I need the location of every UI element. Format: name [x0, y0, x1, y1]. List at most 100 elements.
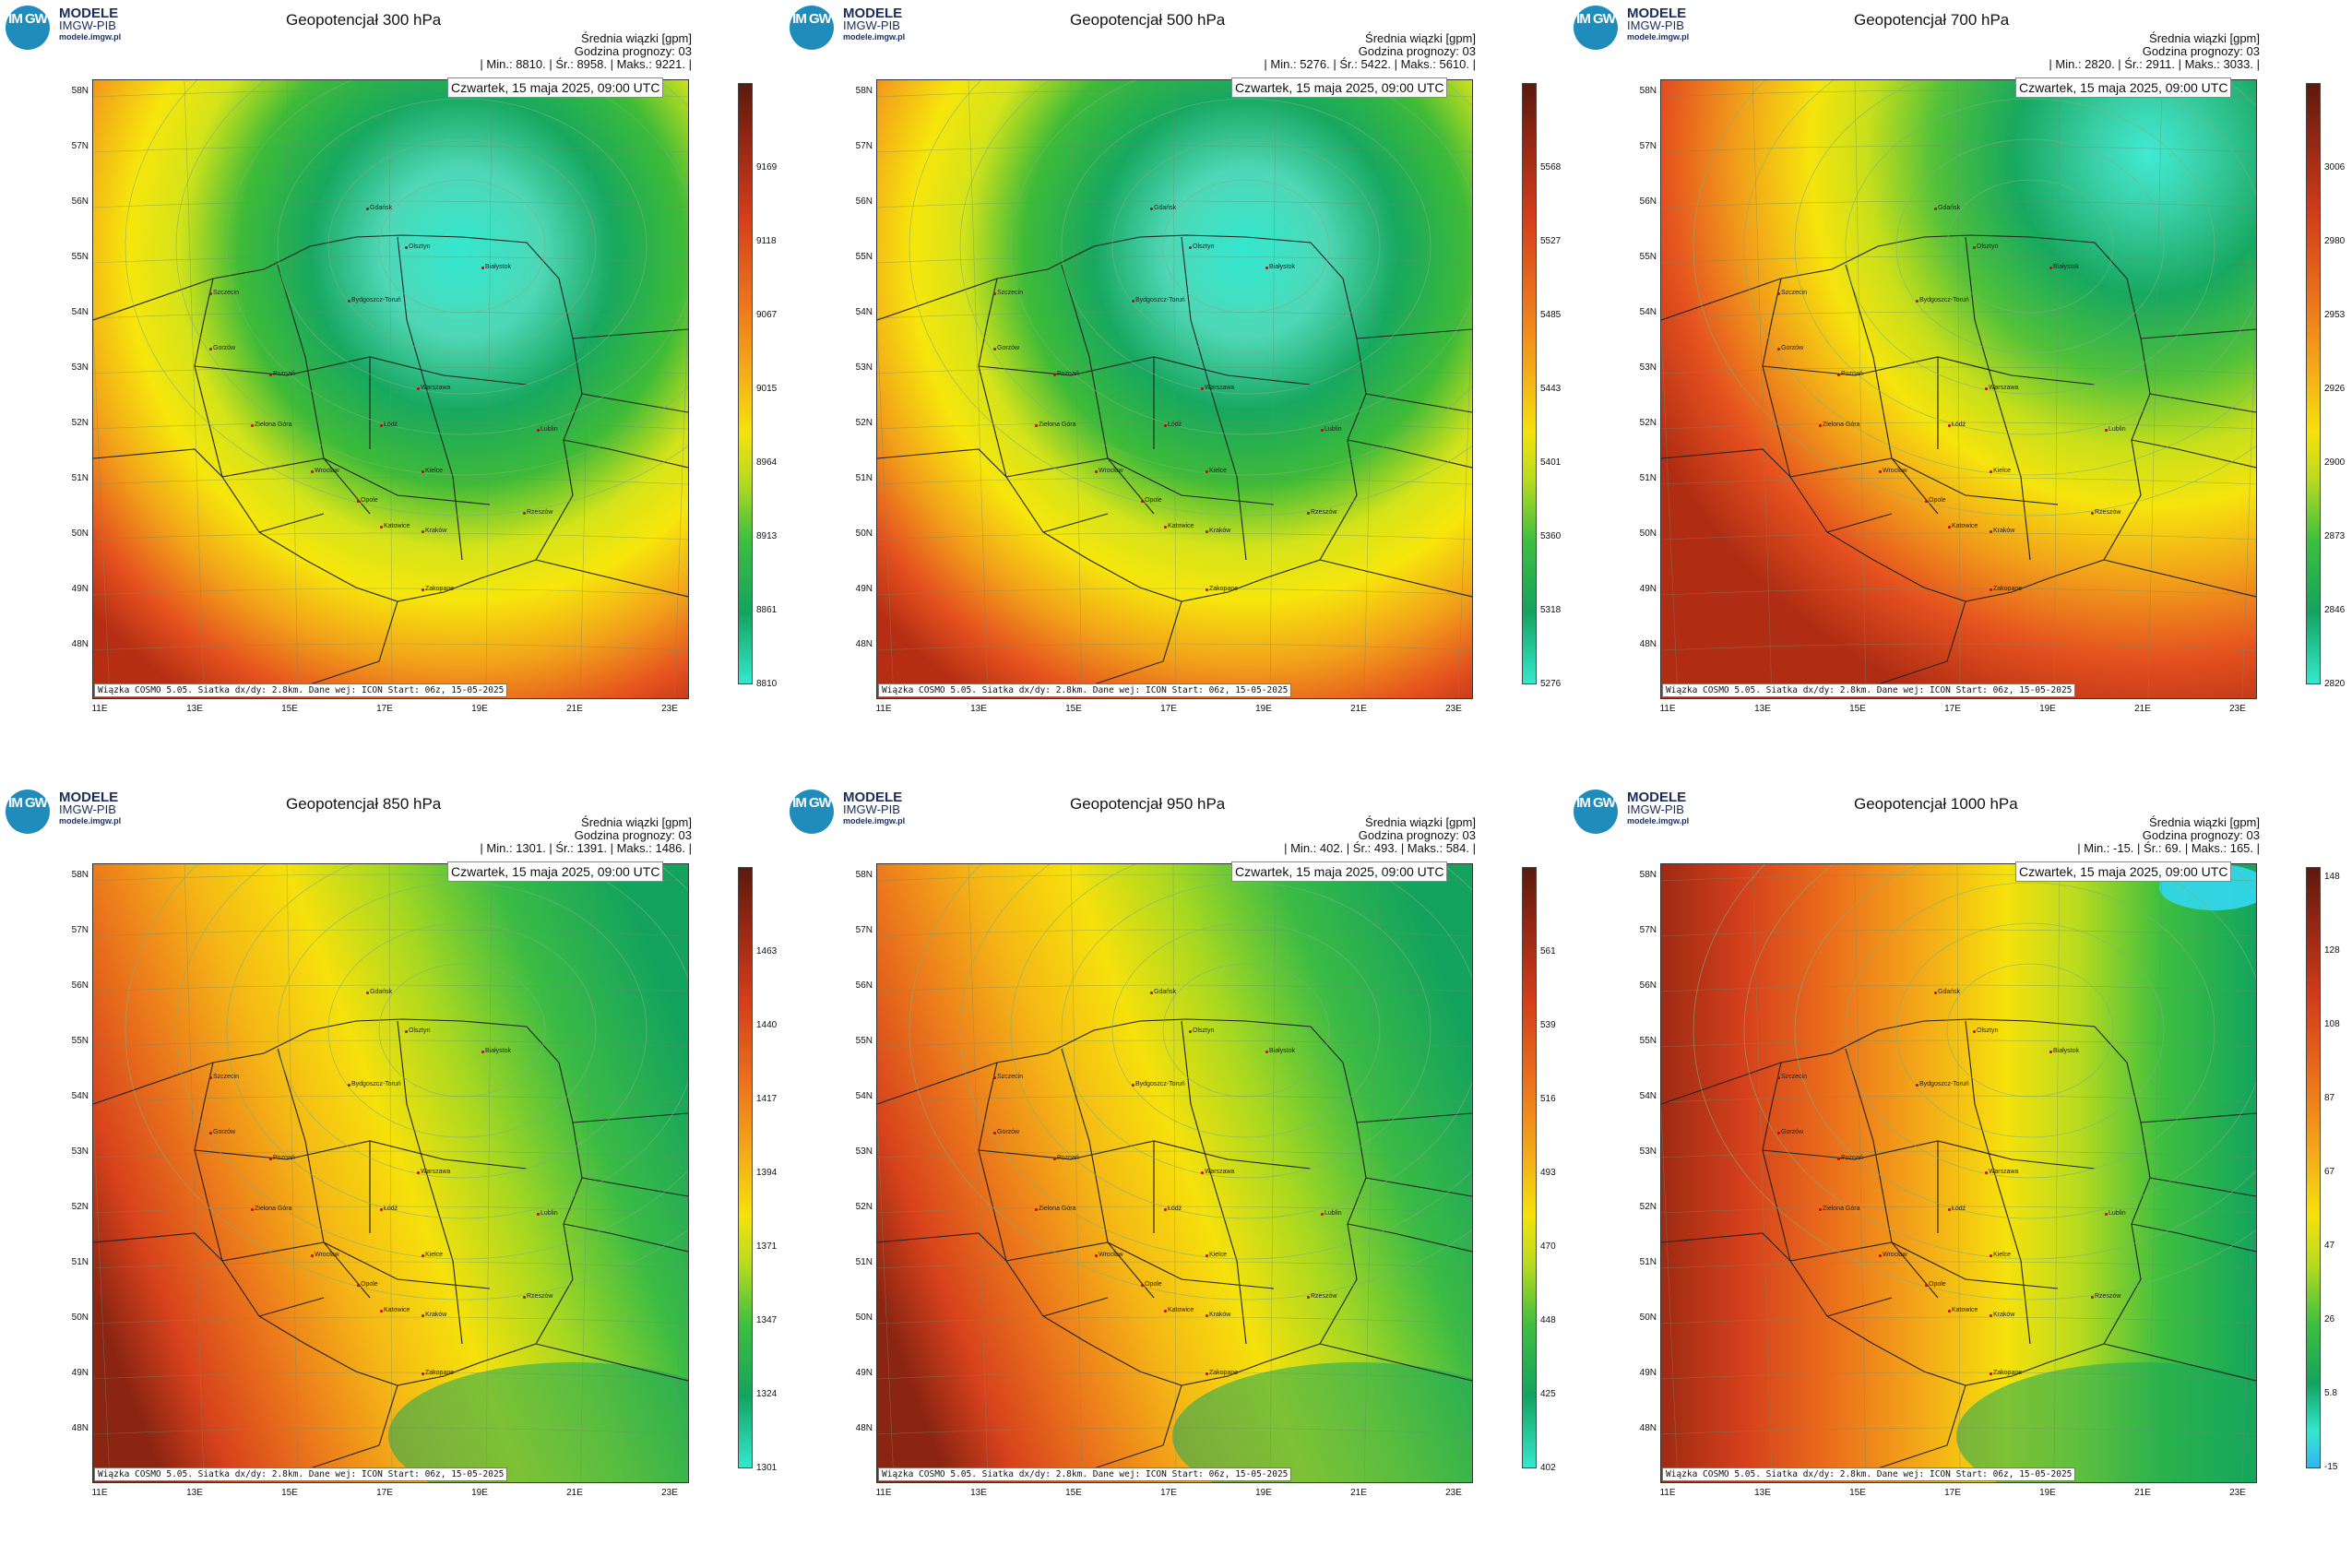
city-label: Zielona Góra — [1034, 1206, 1076, 1212]
lat-label: 58N — [71, 86, 89, 96]
logo-url[interactable]: modele.imgw.pl — [1627, 816, 1690, 826]
city-label: Lublin — [2105, 1210, 2126, 1217]
colorbar — [1522, 867, 1537, 1468]
lat-label: 50N — [855, 1313, 873, 1323]
city-label: Szczecin — [208, 1074, 240, 1080]
imgw-logo[interactable]: IM GW MODELE IMGW-PIB modele.imgw.pl — [1574, 6, 1703, 50]
lat-label: 48N — [855, 639, 873, 649]
city-label: Wrocław — [311, 1252, 339, 1258]
lat-label: 53N — [1639, 1146, 1657, 1157]
avg-label: Średnia wiązki [gpm] — [1365, 31, 1476, 45]
lon-label: 19E — [2039, 704, 2056, 714]
city-label: Opole — [357, 1281, 378, 1288]
city-label: Łódź — [1163, 1206, 1182, 1212]
logo-url[interactable]: modele.imgw.pl — [843, 32, 906, 42]
imgw-logo[interactable]: IM GW MODELE IMGW-PIB modele.imgw.pl — [790, 6, 919, 50]
colorbar-tick: 1301 — [756, 1463, 778, 1473]
colorbar — [738, 83, 753, 684]
city-label: Katowice — [1163, 523, 1194, 529]
imgw-logo[interactable]: IM GW MODELE IMGW-PIB modele.imgw.pl — [1574, 790, 1703, 834]
imgw-logo-icon: IM GW — [790, 790, 834, 834]
colorbar-tick: 1394 — [756, 1168, 778, 1178]
colorbar-tick: 8861 — [756, 605, 778, 615]
city-label: Kraków — [421, 1312, 447, 1318]
city-label: Lublin — [2105, 426, 2126, 433]
lon-label: 19E — [471, 1488, 488, 1498]
colorbar-tick: 1463 — [756, 946, 778, 956]
model-credit: Wiązka COSMO 5.05. Siatka dx/dy: 2.8km. … — [878, 683, 1292, 697]
city-label: Gdańsk — [1149, 205, 1177, 211]
city-label: Bydgoszcz-Toruń — [1132, 297, 1185, 303]
colorbar-tick: 5360 — [1540, 531, 1562, 541]
forecast-hour: Godzina prognozy: 03 — [2142, 828, 2260, 842]
city-label: Wrocław — [1095, 1252, 1123, 1258]
imgw-logo[interactable]: IM GW MODELE IMGW-PIB modele.imgw.pl — [6, 790, 135, 834]
geopotential-field — [1661, 80, 2256, 698]
colorbar-tick: 561 — [1540, 946, 1556, 956]
colorbar-tick: 3006 — [2324, 162, 2346, 172]
lat-label: 50N — [1639, 529, 1657, 539]
logo-text: MODELE IMGW-PIB modele.imgw.pl — [843, 790, 906, 827]
lat-label: 48N — [855, 1423, 873, 1433]
colorbar-tick: 8913 — [756, 531, 778, 541]
lon-label: 23E — [661, 1488, 678, 1498]
colorbar-tick: 1371 — [756, 1241, 778, 1252]
logo-line1: MODELE — [59, 790, 119, 805]
lat-label: 56N — [855, 980, 873, 991]
city-label: Bydgoszcz-Toruń — [1916, 1081, 1969, 1087]
lat-label: 48N — [1639, 639, 1657, 649]
lat-label: 56N — [1639, 196, 1657, 207]
logo-line2: IMGW-PIB — [1627, 802, 1684, 816]
lon-label: 23E — [661, 704, 678, 714]
valid-date: Czwartek, 15 maja 2025, 09:00 UTC — [447, 861, 664, 882]
forecast-hour: Godzina prognozy: 03 — [2142, 44, 2260, 58]
forecast-hour: Godzina prognozy: 03 — [574, 828, 692, 842]
logo-url[interactable]: modele.imgw.pl — [59, 32, 122, 42]
lon-label: 15E — [1065, 1488, 1082, 1498]
colorbar-tick: 9067 — [756, 310, 778, 320]
geopotential-field — [93, 864, 688, 1482]
lat-label: 51N — [71, 473, 89, 483]
panel-info: Średnia wiązki [gpm] Godzina prognozy: 03… — [2049, 32, 2260, 71]
stats-line: | Min.: 5276. | Śr.: 5422. | Maks.: 5610… — [1264, 57, 1476, 71]
lat-label: 51N — [855, 1257, 873, 1267]
geopotential-field — [1661, 864, 2256, 1482]
imgw-logo[interactable]: IM GW MODELE IMGW-PIB modele.imgw.pl — [6, 6, 135, 50]
logo-line2: IMGW-PIB — [59, 802, 116, 816]
lat-label: 53N — [71, 1146, 89, 1157]
lat-label: 57N — [855, 141, 873, 151]
logo-line1: MODELE — [843, 6, 903, 21]
lon-label: 17E — [1944, 1488, 1961, 1498]
city-label: Kielce — [1205, 468, 1228, 474]
logo-url[interactable]: modele.imgw.pl — [59, 816, 122, 826]
lat-label: 56N — [71, 980, 89, 991]
lat-label: 55N — [1639, 1036, 1657, 1046]
panel-title: Geopotencjał 950 hPa — [1070, 795, 1226, 813]
colorbar-tick: 1347 — [756, 1315, 778, 1325]
colorbar-tick: 67 — [2324, 1167, 2335, 1177]
logo-url[interactable]: modele.imgw.pl — [1627, 32, 1690, 42]
lat-label: 56N — [855, 196, 873, 207]
lon-label: 19E — [1255, 704, 1272, 714]
lat-label: 50N — [71, 529, 89, 539]
lat-label: 52N — [855, 1202, 873, 1212]
city-label: Wrocław — [1879, 468, 1907, 474]
map-area: Gdańsk Olsztyn Białystok Szczecin Bydgoszcz-… — [1660, 79, 2257, 699]
lat-label: 53N — [855, 1146, 873, 1157]
logo-text: MODELE IMGW-PIB modele.imgw.pl — [843, 6, 906, 43]
lon-label: 23E — [2229, 1488, 2246, 1498]
geopotential-field — [877, 864, 1472, 1482]
imgw-logo-icon: IM GW — [1574, 6, 1618, 50]
lat-label: 48N — [71, 639, 89, 649]
lat-label: 55N — [71, 1036, 89, 1046]
colorbar-tick: 9118 — [756, 236, 777, 246]
colorbar-tick: 5.8 — [2324, 1388, 2337, 1398]
lat-label: 51N — [1639, 473, 1657, 483]
logo-url[interactable]: modele.imgw.pl — [843, 816, 906, 826]
imgw-logo[interactable]: IM GW MODELE IMGW-PIB modele.imgw.pl — [790, 790, 919, 834]
city-label: Wrocław — [311, 468, 339, 474]
lon-label: 15E — [281, 1488, 298, 1498]
lat-label: 51N — [71, 1257, 89, 1267]
imgw-logo-icon: IM GW — [6, 6, 50, 50]
city-label: Zakopane — [421, 1370, 455, 1376]
